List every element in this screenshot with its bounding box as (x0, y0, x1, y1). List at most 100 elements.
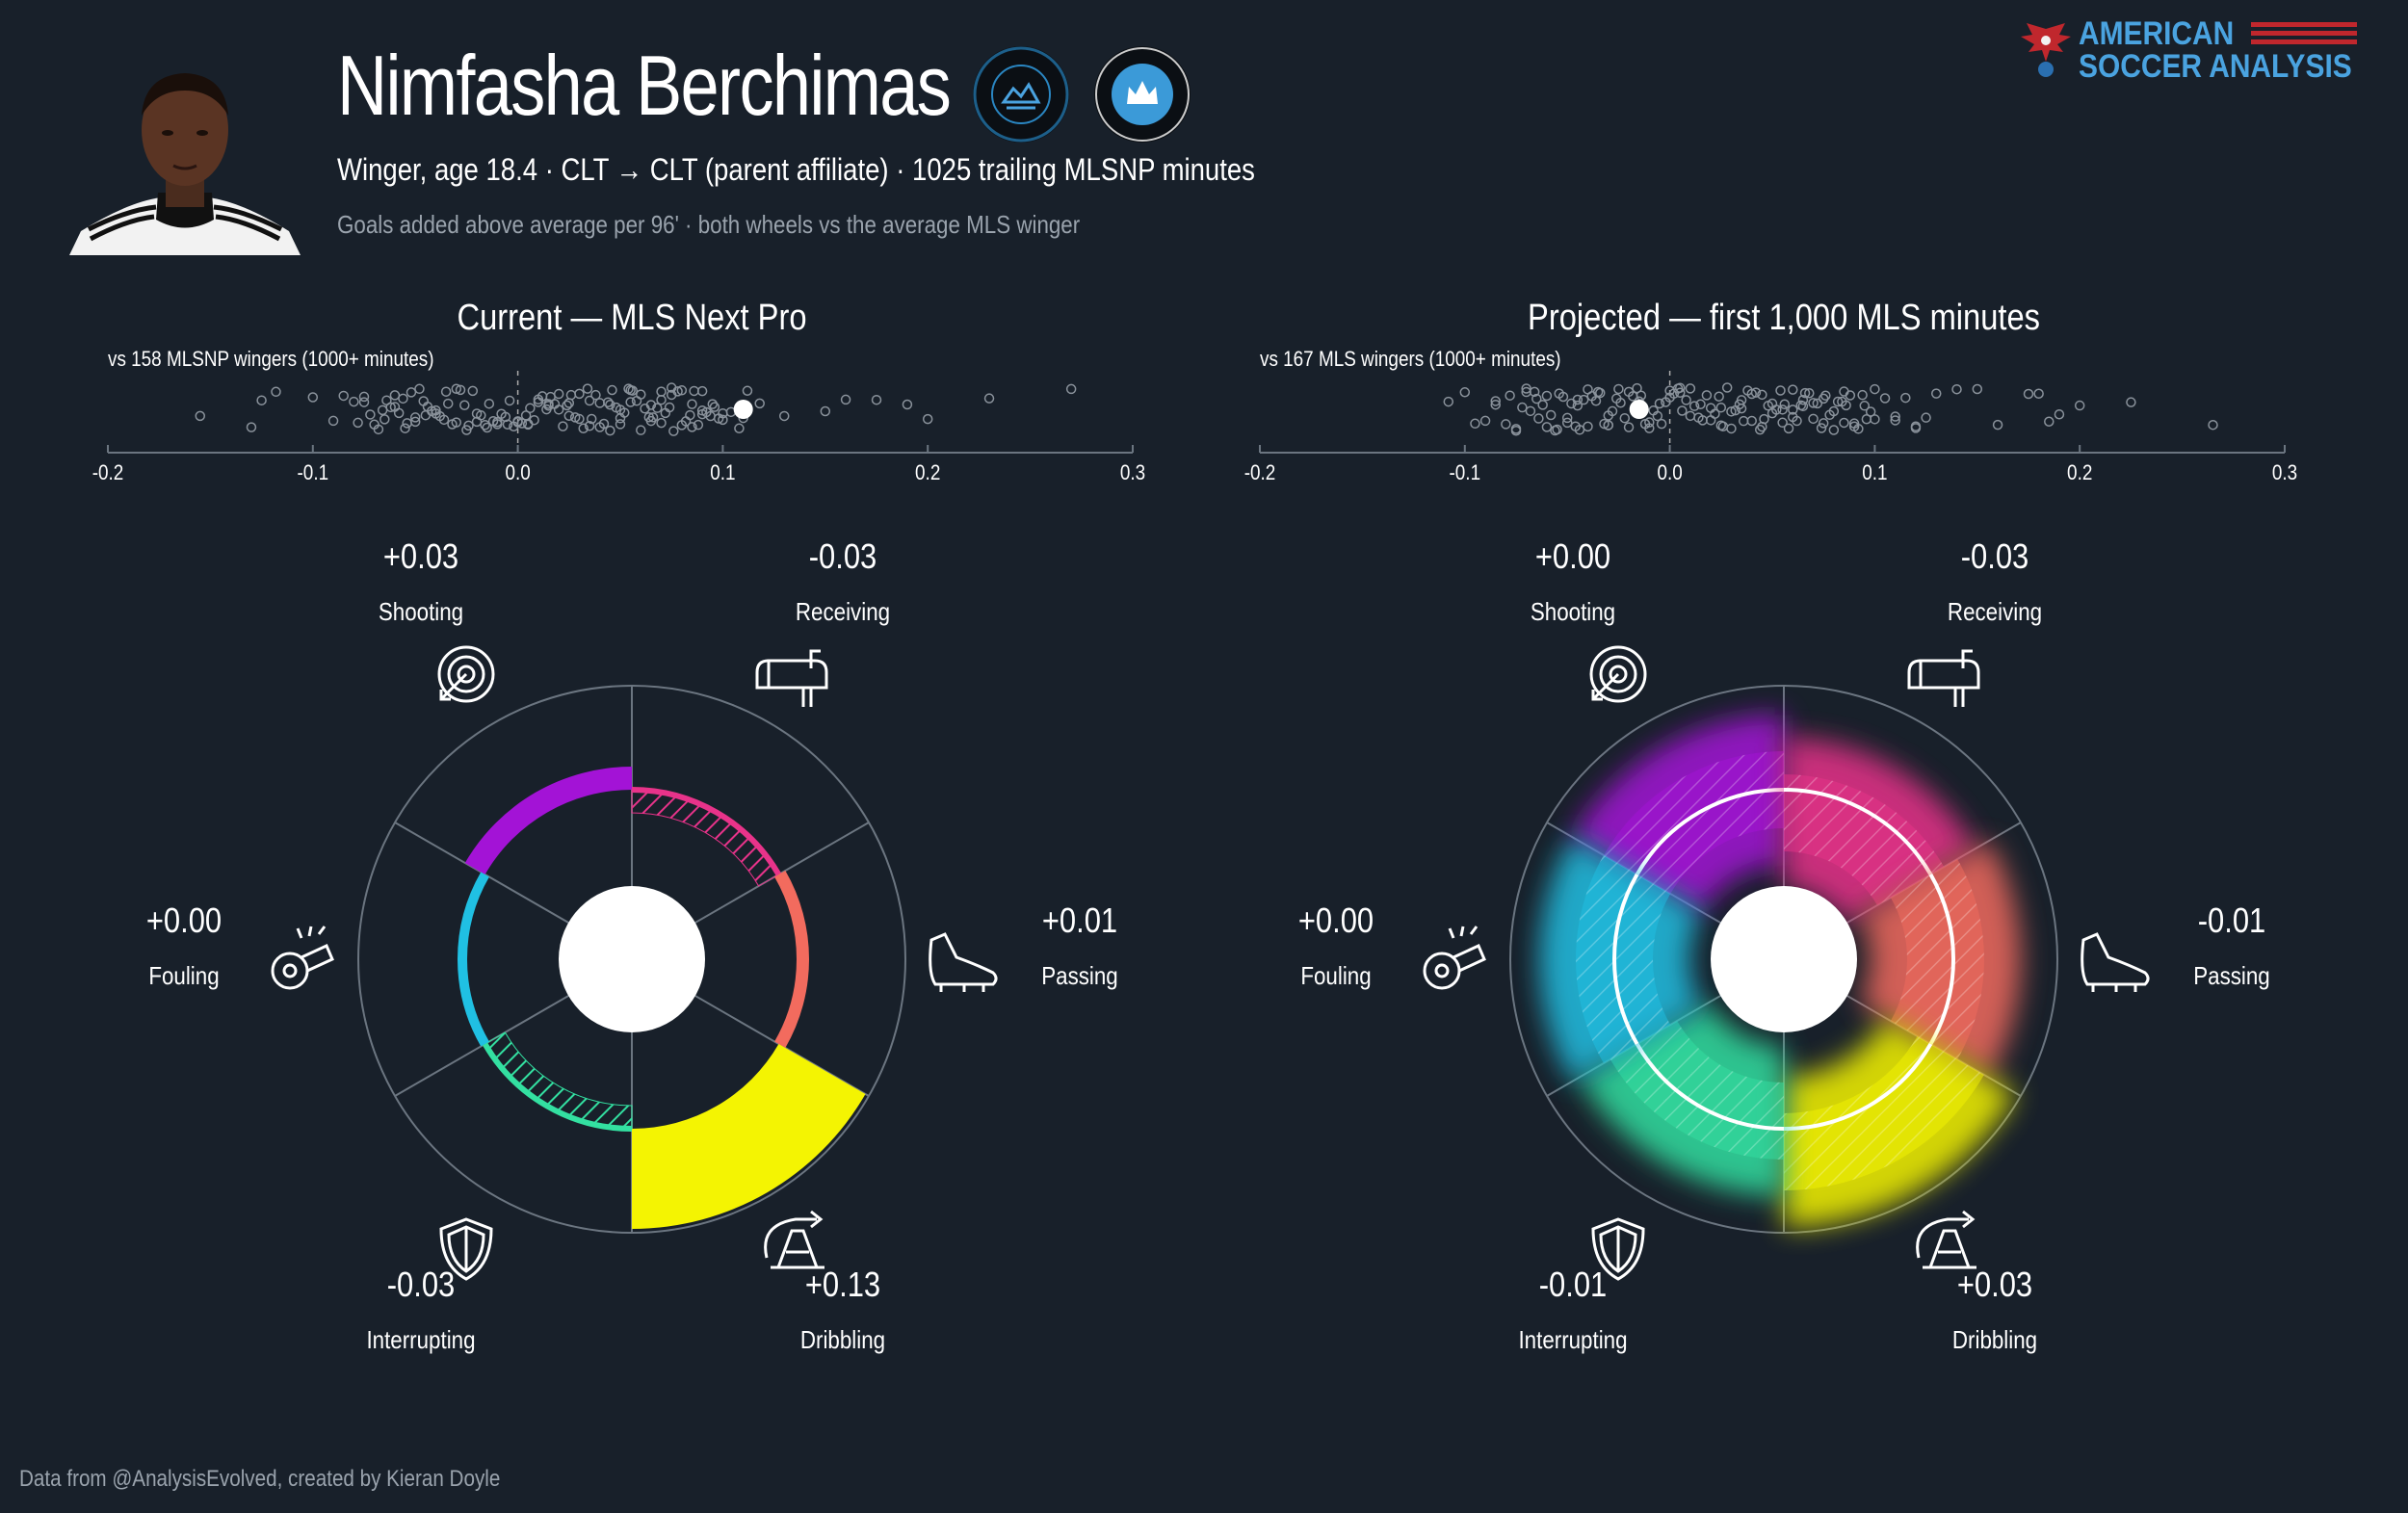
player-dot (1859, 401, 1871, 411)
player-dot (605, 399, 615, 410)
player-dot (451, 383, 462, 395)
player-dot (1603, 410, 1614, 421)
panel-projected: Projected — first 1,000 MLS minutes vs 16… (1244, 297, 2297, 1355)
player-dot (1603, 420, 1614, 430)
label-interrupting: -0.01 Interrupting (1518, 1217, 1645, 1354)
player-dot (709, 402, 720, 412)
player-dot (696, 405, 708, 416)
wedge-receiving-avg-arc (1783, 788, 1933, 876)
player-dot (1459, 387, 1471, 398)
player-dot (1505, 390, 1515, 401)
player-dot (533, 397, 544, 407)
player-dot (602, 397, 614, 407)
player-dot (687, 422, 697, 432)
comparison-note: vs 158 MLSNP wingers (1000+ minutes) (108, 348, 434, 372)
player-dot (442, 398, 454, 409)
player-dot (385, 402, 396, 413)
player-dot (409, 412, 421, 423)
player-dot (645, 415, 657, 427)
player-dot (1479, 415, 1491, 427)
interrupting-label: Interrupting (366, 1326, 475, 1354)
wedge-shooting (464, 767, 632, 874)
player-dot (389, 390, 401, 401)
player-dot (1726, 423, 1737, 434)
player-dot (1623, 422, 1635, 432)
player-dot (1775, 385, 1786, 396)
player-dot (689, 385, 699, 397)
wedge-receiving-avg-arc (631, 787, 782, 876)
player-dot (1541, 390, 1553, 402)
wedge-shooting-avg-arc (1635, 788, 1785, 876)
player-dot (271, 386, 281, 398)
player-dot (1613, 383, 1624, 395)
player-dot (1839, 386, 1849, 397)
player-dot (645, 400, 657, 410)
player-dot (358, 397, 370, 407)
label-passing: +0.01 Passing (929, 902, 1118, 992)
player-dot (1816, 423, 1827, 433)
player-dot (1828, 425, 1840, 435)
player-dot (2023, 388, 2034, 400)
player-dot (471, 416, 483, 428)
passing-value: -0.01 (2198, 902, 2266, 941)
wedge-dribbling-avg-arc (1783, 1042, 1933, 1131)
wedge-interrupting-avg-arc (1635, 1042, 1785, 1131)
player-name: Nimfasha Berchimas (337, 38, 952, 133)
player-dot (512, 417, 523, 428)
label-dribbling: +0.13 Dribbling (764, 1210, 885, 1354)
fouling-value: +0.00 (146, 902, 222, 941)
shield-icon (1591, 1217, 1645, 1281)
player-dot (1777, 404, 1788, 415)
eagle-icon (2020, 23, 2071, 77)
player-dot (1557, 391, 1569, 403)
player-dot (871, 394, 882, 405)
player-dot (1521, 386, 1531, 398)
player-dot (590, 389, 601, 401)
player-dot (1701, 390, 1713, 401)
label-fouling: +0.00 Fouling (1298, 902, 1486, 990)
tick-label: 0.0 (1657, 461, 1682, 485)
player-dot (563, 410, 575, 422)
player-dot (256, 395, 267, 405)
player-dot (1870, 414, 1880, 425)
player-dot (2126, 397, 2136, 407)
player-dot (734, 423, 745, 434)
wedge-passing-hatch (1890, 859, 1984, 1059)
tick-label: 0.1 (1862, 461, 1887, 485)
player-dot (516, 418, 528, 429)
player-dot (607, 384, 617, 396)
player-dot (1788, 411, 1798, 423)
player-dot (1951, 383, 1962, 395)
stripes-icon (2250, 22, 2357, 44)
player-dot (1820, 390, 1831, 402)
wedge-fouling-avg-arc (458, 872, 489, 1047)
player-dot (656, 417, 667, 429)
player-dot (482, 422, 492, 433)
asa-logo-text-top: AMERICAN (2078, 15, 2234, 52)
player-dot (1490, 399, 1501, 410)
player-dot (1545, 409, 1557, 421)
player-dot (1578, 394, 1589, 405)
player-dot (1808, 413, 1819, 425)
player-dot (1797, 401, 1809, 412)
fouling-label: Fouling (1300, 962, 1371, 990)
tick-label: 0.2 (915, 461, 940, 485)
player-dot (1632, 382, 1642, 394)
player-dot (1832, 396, 1844, 407)
player-dot (1583, 421, 1593, 432)
player-dot (1541, 422, 1553, 432)
player-dot (471, 408, 483, 419)
player-dot (1623, 386, 1635, 398)
player-dot (1592, 386, 1604, 398)
wedge-receiving-hatch (1784, 774, 1945, 905)
player-dot (1644, 417, 1655, 428)
player-dot (1674, 382, 1686, 393)
player-dot (1561, 412, 1573, 424)
dribbling-label: Dribbling (800, 1326, 885, 1354)
player-dot (584, 395, 595, 406)
label-dribbling: +0.03 Dribbling (1916, 1210, 2037, 1354)
player-dot (1818, 393, 1829, 404)
player-dot (380, 414, 390, 425)
player-dot (431, 404, 441, 416)
interrupting-value: -0.03 (387, 1266, 456, 1305)
